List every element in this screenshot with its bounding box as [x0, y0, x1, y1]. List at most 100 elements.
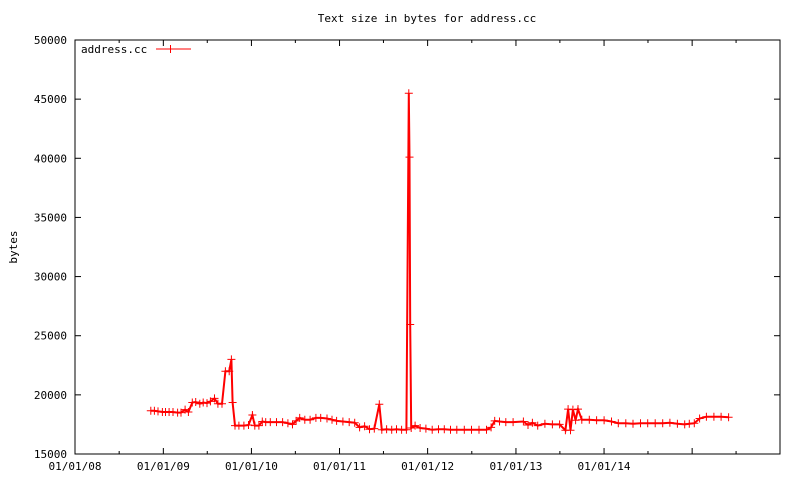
data-point — [566, 426, 575, 435]
data-point — [651, 419, 660, 428]
x-tick-label: 01/01/08 — [49, 460, 102, 473]
data-point — [203, 399, 211, 408]
data-point — [306, 415, 315, 424]
y-tick-label: 50000 — [34, 34, 67, 47]
y-axis-label: bytes — [7, 230, 20, 263]
data-point — [495, 417, 504, 426]
data-point — [600, 416, 609, 425]
x-tick-label: 01/01/13 — [489, 460, 542, 473]
data-point — [685, 419, 694, 428]
series-line — [150, 93, 729, 433]
data-point — [467, 425, 476, 434]
y-tick-label: 40000 — [34, 152, 67, 165]
legend: address.cc — [81, 43, 191, 56]
data-point — [690, 419, 699, 428]
data-point — [440, 425, 449, 434]
y-tick-label: 15000 — [34, 448, 67, 461]
data-point — [428, 425, 437, 434]
data-point — [392, 425, 401, 434]
data-point — [404, 89, 413, 98]
data-point — [555, 420, 564, 429]
data-point — [206, 397, 215, 406]
data-point — [421, 424, 430, 433]
y-tick-label: 30000 — [34, 271, 67, 284]
data-point — [658, 419, 667, 428]
x-tick-label: 01/01/12 — [401, 460, 454, 473]
data-point — [332, 416, 341, 425]
data-point — [225, 367, 234, 376]
data-point — [680, 420, 689, 429]
data-point — [328, 415, 336, 424]
data-point — [574, 405, 582, 414]
data-point — [355, 423, 364, 432]
data-point — [387, 425, 396, 434]
data-point — [316, 413, 325, 422]
data-point — [709, 412, 718, 421]
legend-label: address.cc — [81, 43, 147, 56]
data-point — [452, 425, 461, 434]
data-point — [360, 422, 369, 431]
data-point — [402, 425, 411, 434]
data-point — [382, 425, 391, 434]
data-point — [509, 418, 518, 427]
data-point — [295, 413, 304, 422]
data-point — [501, 418, 510, 427]
data-point — [621, 419, 630, 428]
data-point — [695, 414, 704, 423]
chart-title: Text size in bytes for address.cc — [318, 12, 537, 25]
data-point — [614, 419, 623, 428]
data-point — [460, 425, 469, 434]
data-point — [365, 425, 374, 434]
data-point — [338, 417, 347, 426]
x-tick-label: 01/01/09 — [137, 460, 190, 473]
data-point — [643, 419, 652, 428]
data-point — [673, 419, 682, 428]
data-point — [350, 418, 359, 427]
data-point — [629, 419, 637, 428]
data-point — [244, 421, 253, 429]
data-point — [577, 415, 586, 424]
x-tick-label: 01/01/14 — [578, 460, 631, 473]
data-point — [323, 414, 331, 423]
data-point — [239, 421, 248, 430]
data-point — [405, 153, 414, 162]
data-point — [571, 416, 580, 425]
data-point — [278, 418, 287, 427]
data-point — [540, 419, 549, 428]
data-point — [177, 408, 185, 417]
series-address-cc — [146, 89, 733, 435]
data-point — [548, 420, 557, 429]
data-point — [254, 421, 263, 430]
data-point — [184, 408, 193, 416]
data-point — [218, 399, 226, 408]
data-point — [528, 418, 537, 427]
data-point — [370, 424, 379, 433]
data-point — [592, 416, 601, 425]
data-point — [377, 425, 386, 434]
plot-area-border — [74, 39, 781, 455]
data-point — [533, 421, 542, 430]
data-point — [487, 423, 496, 432]
data-point — [345, 418, 354, 427]
data-point — [191, 398, 200, 406]
legend-marker — [166, 45, 175, 53]
data-point — [248, 411, 257, 419]
data-point — [228, 398, 237, 407]
data-point — [724, 413, 733, 422]
y-tick-label: 20000 — [34, 389, 67, 402]
x-axis-ticks: 01/01/08 01/01/09 01/01/10 01/01/11 01/01/12… — [49, 40, 737, 473]
data-point — [150, 406, 159, 415]
data-point — [519, 417, 528, 426]
data-point — [169, 408, 177, 416]
y-tick-label: 45000 — [34, 93, 67, 106]
data-point — [524, 421, 532, 429]
data-point — [482, 425, 491, 434]
data-point — [283, 419, 292, 428]
data-point — [636, 419, 645, 428]
data-point — [210, 394, 219, 403]
data-point — [288, 420, 297, 429]
data-point — [375, 400, 384, 409]
data-point — [585, 415, 594, 424]
data-point — [227, 355, 236, 364]
